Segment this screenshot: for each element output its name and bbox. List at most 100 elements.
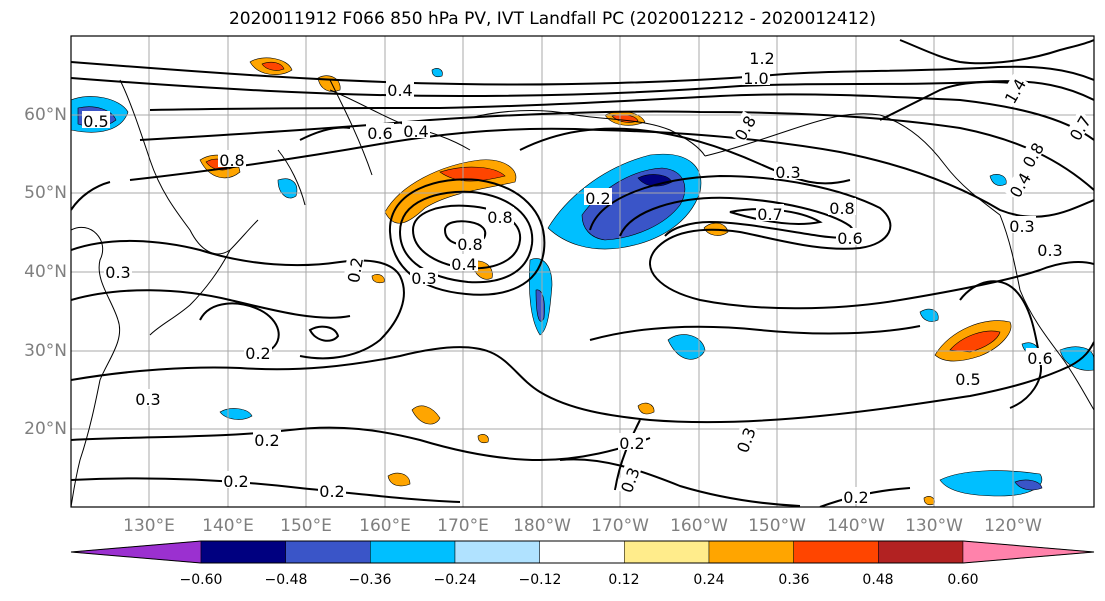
lon-label-140e: 140°E: [202, 516, 254, 536]
lat-label-50: 50°N: [24, 183, 67, 203]
contour-label: 0.8: [219, 151, 244, 170]
colorbar-outline: [70, 540, 1095, 564]
lon-label-150w: 150°W: [748, 516, 806, 536]
contour-label-bg: [1008, 216, 1036, 233]
colorbar-tick: −0.48: [264, 572, 308, 588]
contour-label-bg: [386, 80, 414, 97]
lon-label-160e: 160°E: [359, 516, 411, 536]
contour-label-bg: [456, 234, 484, 251]
contour-label: 0.3: [775, 163, 800, 182]
contour-label-bg: [756, 204, 784, 221]
colorbar: [70, 540, 1095, 564]
colorbar-segment: [708, 540, 794, 564]
contour-label-bg: [366, 123, 394, 140]
contour-label-bg: [836, 228, 864, 245]
contour-label: 0.2: [344, 256, 367, 284]
contour-label: 0.2: [843, 488, 868, 507]
contour-label-bg: [402, 121, 430, 138]
contour-label-bg: [82, 111, 110, 128]
contour-label-bg: [134, 389, 162, 406]
colorbar-tick: 0.48: [862, 572, 894, 588]
contour-label-bg: [244, 343, 272, 360]
contour-label: 0.2: [585, 189, 610, 208]
colorbar-segment: [200, 540, 286, 564]
contour-label-bg: [615, 463, 642, 496]
contour-label-bg: [342, 254, 365, 286]
contour-label-bg: [774, 162, 802, 179]
contour-label-bg: [1004, 167, 1034, 201]
contour-label: 0.4: [387, 81, 412, 100]
graticule: [71, 36, 1094, 507]
contour-label-bg: [1064, 110, 1094, 144]
colorbar-tick: 0.24: [693, 572, 725, 588]
colorbar-segment: [70, 540, 202, 564]
colorbar-segment: [624, 540, 710, 564]
contour-label: 0.5: [955, 370, 980, 389]
lon-label-120w: 120°W: [984, 516, 1042, 536]
contour-label: 0.2: [319, 482, 344, 501]
contour-label-bg: [104, 262, 132, 279]
colorbar-tick: −0.24: [433, 572, 477, 588]
contour-label-bg: [410, 268, 438, 285]
contour-label-bg: [584, 188, 612, 205]
contour-label-bg: [842, 487, 870, 504]
map-title: 2020011912 F066 850 hPa PV, IVT Landfall…: [228, 9, 876, 29]
contour-label-bg: [954, 369, 982, 386]
contour-label: 0.7: [757, 205, 782, 224]
contour-label-bg: [1036, 240, 1064, 257]
contour-label: 0.4: [403, 122, 428, 141]
contour-label: 0.2: [619, 434, 644, 453]
contour-label-bg: [486, 207, 514, 224]
contour-label: 0.3: [105, 263, 130, 282]
contour-label: 1.0: [743, 69, 768, 88]
colorbar-tick: 0.36: [778, 572, 810, 588]
contour-label: 0.4: [451, 255, 476, 274]
contour-label: 0.6: [837, 229, 862, 248]
colorbar-tick: −0.12: [518, 572, 562, 588]
contour-label-bg: [450, 254, 478, 271]
lon-label-140w: 140°W: [827, 516, 885, 536]
lon-label-160w: 160°W: [670, 516, 728, 536]
colorbar-segment: [793, 540, 879, 564]
contour-label: 1.2: [749, 49, 774, 68]
contour-label-bg: [828, 198, 856, 215]
colorbar-tick: 0.12: [608, 572, 640, 588]
contour-label: 0.8: [829, 199, 854, 218]
contour-label-bg: [1026, 348, 1054, 365]
contour-label: 0.2: [223, 472, 248, 491]
contour-label-bg: [748, 48, 776, 65]
contour-label: 0.6: [1027, 349, 1052, 368]
lon-label-130w: 130°W: [905, 516, 963, 536]
contour-label: 0.6: [367, 124, 392, 143]
lat-label-40: 40°N: [24, 262, 67, 282]
contour-label-bg: [999, 73, 1029, 107]
contour-label-bg: [318, 481, 346, 498]
colorbar-tick: 0.60: [947, 572, 979, 588]
colorbar-tick: −0.60: [179, 572, 223, 588]
lon-label-170w: 170°W: [591, 516, 649, 536]
colorbar-segment: [878, 540, 964, 564]
colorbar-segment: [539, 540, 625, 564]
lon-label-150e: 150°E: [280, 516, 332, 536]
colorbar-tick: −0.36: [348, 572, 392, 588]
lat-label-30: 30°N: [24, 341, 67, 361]
map-frame: [70, 35, 1095, 508]
contour-label: 0.3: [1009, 217, 1034, 236]
lat-label-20: 20°N: [24, 419, 67, 439]
contour-label: 0.3: [1037, 241, 1062, 260]
contour-label: 0.8: [457, 235, 482, 254]
contour-label-bg: [1017, 137, 1047, 171]
colorbar-segment: [962, 540, 1095, 564]
lat-label-60: 60°N: [24, 105, 67, 125]
contour-label: 0.2: [254, 431, 279, 450]
contour-label-bg: [742, 68, 770, 85]
contour-label-bg: [729, 110, 759, 144]
contour-label: 0.3: [135, 390, 160, 409]
contour-label-bg: [222, 471, 250, 488]
contour-label: 0.5: [83, 112, 108, 131]
contour-label: 0.2: [245, 344, 270, 363]
lon-label-170e: 170°E: [437, 516, 489, 536]
colorbar-segment: [370, 540, 456, 564]
contour-label-bg: [218, 150, 246, 167]
contour-label: 0.8: [487, 208, 512, 227]
